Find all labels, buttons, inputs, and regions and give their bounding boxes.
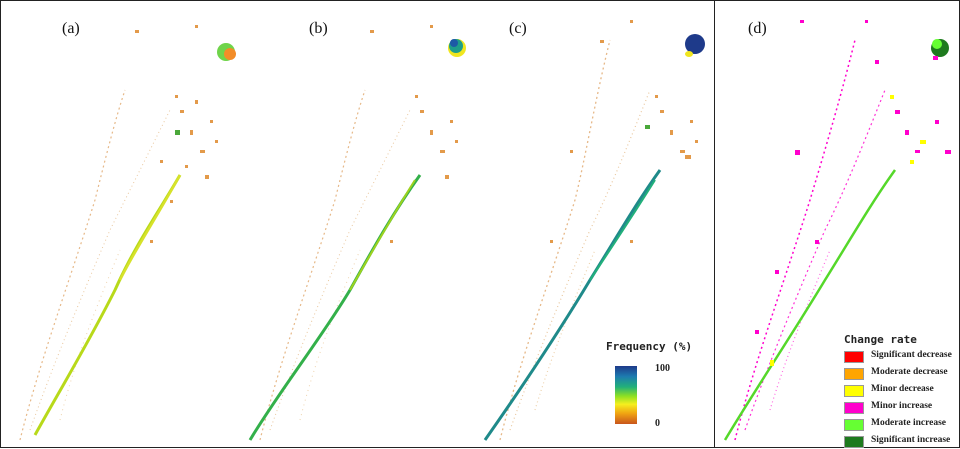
legend-label: Moderate increase xyxy=(871,418,947,428)
wetland-map-b xyxy=(248,25,466,441)
legend-swatch xyxy=(844,419,864,431)
frequency-legend: Frequency (%) 100 0 xyxy=(600,338,710,438)
map-panel-a: (a) xyxy=(0,0,240,448)
legend-label: Minor increase xyxy=(871,401,933,411)
wetland-map-a xyxy=(19,25,236,441)
frequency-colorbar xyxy=(615,366,637,424)
change-legend-title: Change rate xyxy=(844,333,917,346)
panel-label-a: (a) xyxy=(62,20,80,37)
change-legend-item: Significant increase xyxy=(844,435,960,449)
change-legend-item: Minor decrease xyxy=(844,384,960,398)
map-panel-b: (b) xyxy=(240,0,480,448)
change-legend-item: Moderate decrease xyxy=(844,367,960,381)
panel-label-b: (b) xyxy=(309,20,328,37)
legend-label: Significant decrease xyxy=(871,350,952,360)
map-panel-d: (d) xyxy=(715,0,960,448)
wetland-map-d xyxy=(723,20,951,441)
legend-swatch xyxy=(844,436,864,448)
panel-label-c: (c) xyxy=(509,20,527,37)
legend-swatch xyxy=(844,385,864,397)
legend-swatch xyxy=(844,402,864,414)
frequency-legend-title: Frequency (%) xyxy=(606,340,693,353)
change-legend-item: Minor increase xyxy=(844,401,960,415)
legend-swatch xyxy=(844,368,864,380)
frequency-min-label: 0 xyxy=(655,418,660,429)
frequency-max-label: 100 xyxy=(655,363,670,374)
legend-swatch xyxy=(844,351,864,363)
wetland-map-c xyxy=(483,20,705,441)
change-legend-item: Significant decrease xyxy=(844,350,960,364)
panel-divider xyxy=(714,0,715,448)
panel-label-d: (d) xyxy=(748,20,767,37)
legend-label: Significant increase xyxy=(871,435,951,445)
legend-label: Moderate decrease xyxy=(871,367,948,377)
map-panel-c: (c) xyxy=(480,0,714,448)
change-rate-legend: Change rate Significant decrease Moderat… xyxy=(840,333,960,448)
change-legend-item: Moderate increase xyxy=(844,418,960,432)
legend-label: Minor decrease xyxy=(871,384,934,394)
